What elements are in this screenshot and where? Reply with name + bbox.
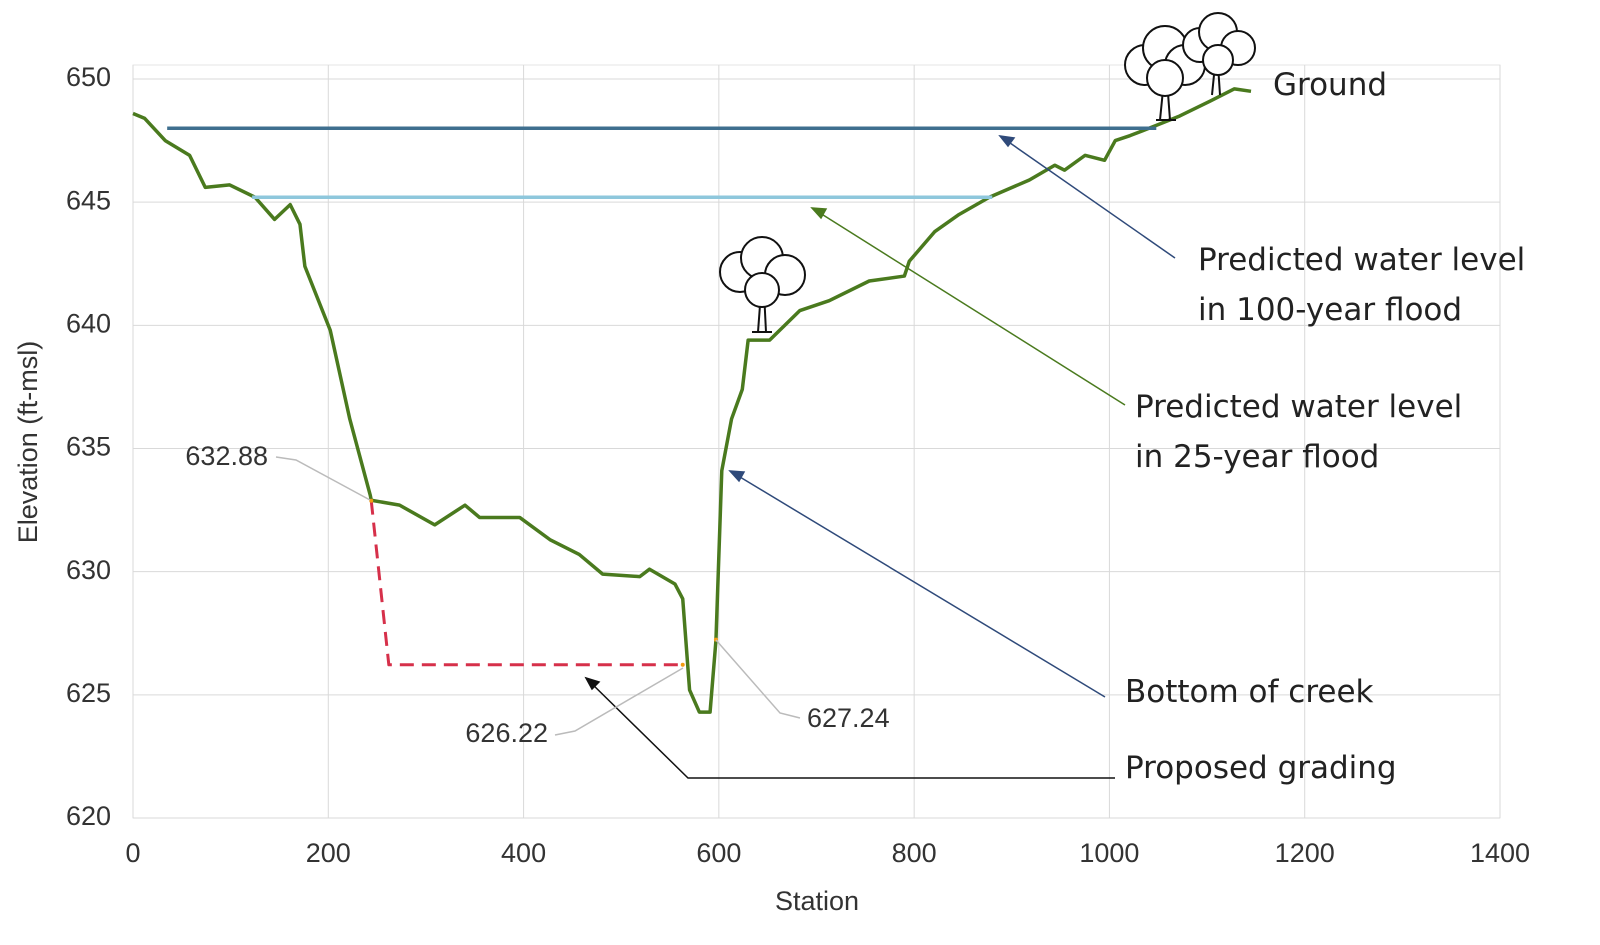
leader-line — [715, 639, 801, 719]
series-line — [132, 87, 1252, 714]
arrowhead — [728, 470, 746, 483]
arrowhead — [810, 207, 828, 220]
arrow — [811, 207, 1126, 406]
leader-line — [554, 667, 684, 736]
arrow — [999, 135, 1176, 259]
data-label: 632.88 — [185, 441, 268, 471]
data-label: 627.24 — [807, 703, 890, 733]
arrowhead — [584, 676, 601, 691]
x-tick-label: 200 — [306, 838, 351, 868]
annotation: Predicted water level in 25-year flood — [1135, 389, 1463, 475]
x-tick-label: 600 — [696, 838, 741, 868]
x-tick-label: 800 — [892, 838, 937, 868]
y-tick-label: 640 — [66, 308, 111, 338]
callout-point — [680, 662, 685, 667]
arrowhead — [998, 134, 1016, 148]
y-tick-label: 635 — [66, 432, 111, 462]
grid — [132, 65, 1501, 819]
series-line — [369, 500, 683, 667]
y-tick-label: 620 — [66, 801, 111, 831]
arrow — [729, 470, 1106, 698]
arrow — [585, 677, 1115, 779]
leader-line — [275, 456, 371, 501]
arrows — [275, 134, 1176, 779]
y-tick-label: 630 — [66, 555, 111, 585]
y-tick-label: 625 — [66, 678, 111, 708]
annotation: Bottom of creek — [1125, 674, 1374, 710]
y-axis-label: Elevation (ft-msl) — [13, 341, 43, 544]
tree — [719, 236, 806, 333]
callout-point — [369, 498, 374, 503]
annotation: Ground — [1273, 67, 1388, 103]
annotation: Predicted water level in 100-year flood — [1198, 242, 1526, 328]
y-tick-label: 645 — [66, 185, 111, 215]
annotation: Proposed grading — [1125, 750, 1397, 786]
trees — [719, 12, 1256, 333]
x-tick-label: 1000 — [1079, 838, 1139, 868]
tree — [1182, 12, 1256, 96]
marks — [132, 87, 1252, 714]
x-tick-label: 1400 — [1470, 838, 1530, 868]
labels: Station Elevation (ft-msl) 620 625 630 635 6… — [13, 62, 1530, 916]
x-tick-label: 0 — [125, 838, 140, 868]
data-label: 626.22 — [465, 718, 548, 748]
y-tick-label: 650 — [66, 62, 111, 92]
x-axis-label: Station — [775, 886, 859, 916]
tree — [1124, 25, 1206, 121]
x-tick-label: 1200 — [1275, 838, 1335, 868]
x-tick-label: 400 — [501, 838, 546, 868]
